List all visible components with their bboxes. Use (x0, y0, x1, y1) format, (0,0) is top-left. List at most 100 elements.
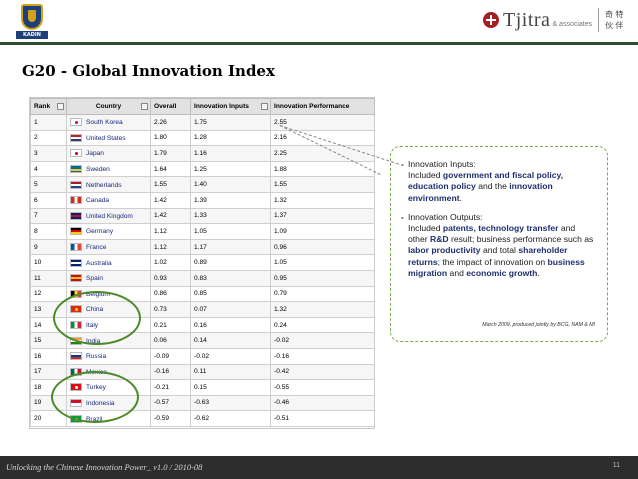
gii-table: Rank Country Overall Innovation Inputs I… (30, 98, 375, 427)
inputs-heading: Innovation Inputs: (401, 159, 597, 170)
overall-cell: 1.42 (150, 191, 191, 209)
table-row: 1 South Korea 2.26 1.75 2.55 (30, 114, 375, 131)
innovation-callout: Innovation Inputs: Included government a… (390, 146, 608, 342)
inputs-cell: 1.39 (190, 191, 271, 209)
overall-cell: 2.26 (150, 114, 191, 131)
brand-sub: & associates (552, 20, 593, 28)
tjitra-logo: Tjitra & associates 奇 特 伙 伴 (483, 7, 627, 33)
sort-icon (261, 103, 268, 110)
country-name[interactable]: Japan (86, 150, 104, 158)
performance-cell: 0.96 (270, 238, 375, 256)
rank-cell: 1 (30, 114, 67, 131)
inputs-cell: -0.02 (190, 347, 271, 365)
inputs-cell: 1.75 (190, 114, 271, 131)
rank-cell: 3 (30, 145, 67, 162)
table-row: 16 Russia -0.09 -0.02 -0.16 (30, 347, 375, 365)
performance-cell: 1.37 (270, 207, 375, 225)
highlight-circle-china-italy (53, 291, 141, 345)
country-cell: United Kingdom (66, 207, 151, 225)
table-row: 15 India 0.06 0.14 -0.02 (30, 332, 375, 349)
inputs-cell: 1.17 (190, 238, 271, 256)
header-rank[interactable]: Rank (30, 98, 67, 115)
country-name[interactable]: United Kingdom (86, 212, 133, 220)
performance-cell: -0.55 (270, 379, 375, 396)
inputs-cell: 0.14 (190, 332, 271, 349)
performance-cell: 2.25 (270, 145, 375, 162)
inputs-cell: 0.11 (190, 363, 271, 381)
highlight-circle-turkey-indonesia (51, 371, 139, 423)
table-row: 4 Sweden 1.64 1.25 1.88 (30, 160, 375, 178)
overall-cell: 0.06 (150, 332, 191, 349)
inputs-cell: 0.89 (190, 254, 271, 271)
country-name[interactable]: Germany (86, 228, 114, 236)
inputs-description: Included government and fiscal policy, e… (408, 170, 564, 203)
footer-bar (0, 456, 638, 479)
sort-icon (141, 103, 148, 110)
rank-cell: 6 (30, 191, 67, 209)
country-cell: Australia (66, 254, 151, 271)
rank-cell: 11 (30, 269, 67, 287)
country-name[interactable]: France (86, 243, 107, 251)
country-name[interactable]: Sweden (86, 165, 110, 173)
country-name[interactable]: Russia (86, 352, 107, 360)
overall-cell: 1.55 (150, 176, 191, 193)
inputs-cell: 1.05 (190, 223, 271, 240)
country-name[interactable]: South Korea (86, 119, 123, 127)
header-performance[interactable]: Innovation Performance (270, 98, 375, 115)
inputs-cell: 1.16 (190, 145, 271, 162)
performance-cell: -0.46 (270, 394, 375, 412)
kadin-bali-logo: KADIN BALI (16, 4, 48, 46)
country-cell: Sweden (66, 160, 151, 178)
tjitra-cross-icon (483, 12, 499, 28)
footer-text: Unlocking the Chinese Innovation Power_ … (6, 462, 203, 472)
table-row: 5 Netherlands 1.55 1.40 1.55 (30, 176, 375, 193)
header-overall[interactable]: Overall (150, 98, 191, 115)
inputs-cell: 0.85 (190, 285, 271, 303)
flag-icon (70, 118, 82, 127)
country-cell: United States (66, 129, 151, 147)
flag-icon (70, 352, 82, 361)
inputs-cell: 0.83 (190, 269, 271, 287)
overall-cell: 1.64 (150, 160, 191, 178)
sort-icon (57, 103, 64, 110)
country-name[interactable]: Canada (86, 197, 110, 205)
flag-icon (70, 133, 82, 142)
flag-icon (70, 196, 82, 205)
performance-cell: 0.79 (270, 285, 375, 303)
rank-cell: 16 (30, 347, 67, 365)
flag-icon (70, 149, 82, 158)
country-name[interactable]: Spain (86, 274, 103, 282)
overall-cell: 1.12 (150, 238, 191, 256)
rank-cell: 2 (30, 129, 67, 147)
header-inputs[interactable]: Innovation Inputs (190, 98, 271, 115)
rank-cell: 17 (30, 363, 67, 381)
country-cell: Netherlands (66, 176, 151, 193)
rank-cell: 10 (30, 254, 67, 271)
inputs-cell: -0.62 (190, 410, 271, 427)
country-cell: Spain (66, 269, 151, 287)
country-cell: Canada (66, 191, 151, 209)
innovation-index-table: Rank Country Overall Innovation Inputs I… (29, 97, 375, 429)
overall-cell: -0.59 (150, 410, 191, 427)
outputs-heading: Innovation Outputs: (401, 212, 597, 223)
table-row: 6 Canada 1.42 1.39 1.32 (30, 191, 375, 209)
inputs-cell: 1.33 (190, 207, 271, 225)
title-rule (0, 42, 638, 45)
header-country[interactable]: Country (66, 98, 151, 115)
country-name[interactable]: Netherlands (86, 181, 122, 189)
flag-icon (70, 165, 82, 174)
overall-cell: 1.42 (150, 207, 191, 225)
performance-cell: 1.55 (270, 176, 375, 193)
overall-cell: -0.21 (150, 379, 191, 396)
crest-icon (21, 4, 43, 30)
country-name[interactable]: United States (86, 134, 126, 142)
flag-icon (70, 274, 82, 283)
inputs-cell: -0.63 (190, 394, 271, 412)
brand-divider (598, 8, 600, 32)
inputs-cell: 0.15 (190, 379, 271, 396)
table-row: 2 United States 1.80 1.28 2.16 (30, 129, 375, 147)
rank-cell: 9 (30, 238, 67, 256)
slide-title: G20 - Global Innovation Index (22, 62, 275, 80)
country-name[interactable]: Australia (86, 259, 112, 267)
table-row: 7 United Kingdom 1.42 1.33 1.37 (30, 207, 375, 225)
